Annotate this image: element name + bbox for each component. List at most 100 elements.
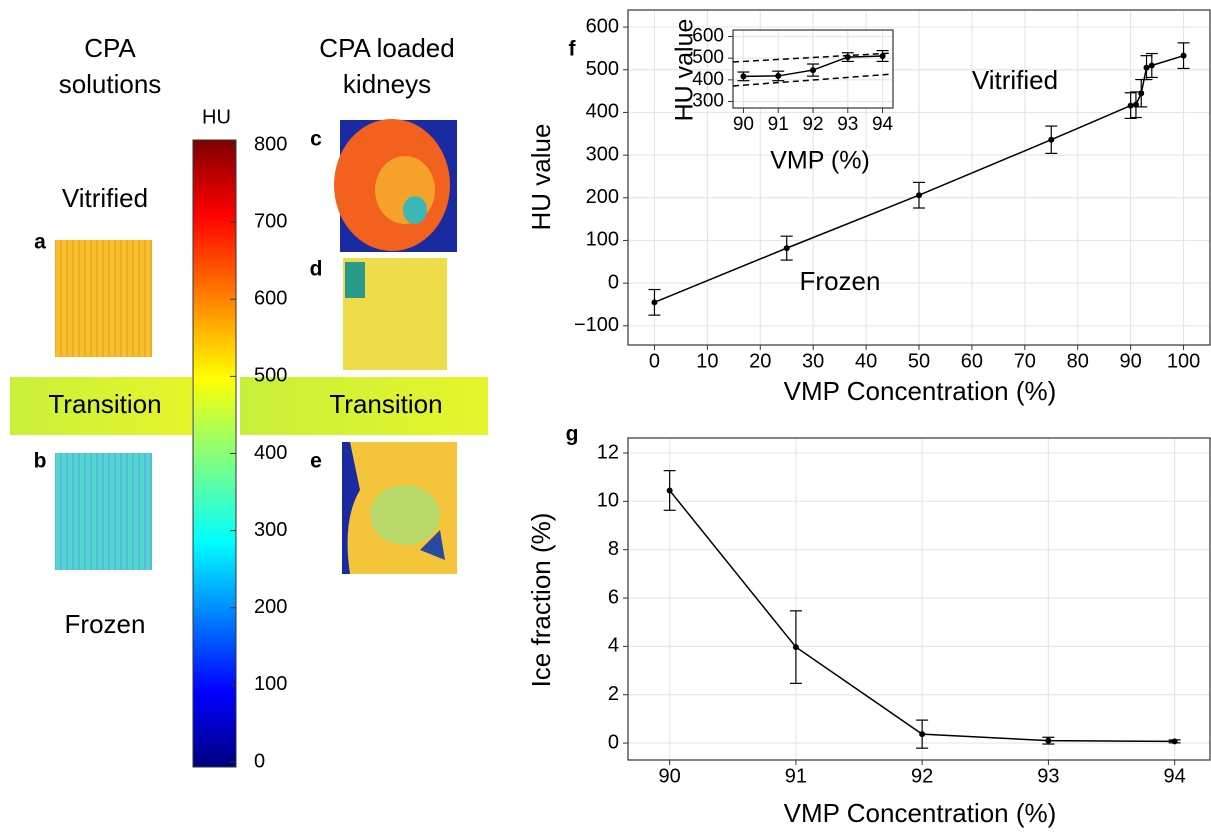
data-point <box>783 245 790 252</box>
y-tick-label: 0 <box>608 271 619 293</box>
data-point <box>740 73 747 80</box>
x-tick-label: 93 <box>1037 765 1059 787</box>
column-title: CPA loaded <box>319 33 454 63</box>
x-tick-label: 90 <box>659 765 681 787</box>
data-point <box>666 487 673 494</box>
data-point <box>1132 101 1139 108</box>
x-axis-title: VMP Concentration (%) <box>784 798 1057 828</box>
x-tick-label: 93 <box>837 114 858 135</box>
x-tick-label: 70 <box>1014 350 1036 372</box>
x-tick-label: 20 <box>749 350 771 372</box>
data-point <box>844 54 851 61</box>
colorbar-tick-label: 100 <box>254 673 287 695</box>
annotation: Vitrified <box>972 65 1058 95</box>
state-label: Frozen <box>65 609 146 639</box>
column-title: kidneys <box>343 69 431 99</box>
data-point <box>1148 62 1155 69</box>
column-title: CPA <box>84 33 136 63</box>
y-tick-label: 300 <box>692 91 724 112</box>
image-label: e <box>310 450 322 473</box>
colorbar-tick-label: 200 <box>254 596 287 618</box>
data-point <box>879 53 886 59</box>
colorbar-tick-label: 0 <box>254 750 265 772</box>
column-title: solutions <box>59 69 162 99</box>
state-label: Transition <box>48 389 161 419</box>
y-tick-label: 6 <box>608 586 619 608</box>
y-tick-label: 0 <box>608 731 619 753</box>
y-tick-label: 12 <box>597 441 619 463</box>
panel-label: g <box>566 423 579 446</box>
y-tick-label: 300 <box>586 143 619 165</box>
state-label: Transition <box>329 389 442 419</box>
data-point <box>916 192 922 199</box>
x-tick-label: 0 <box>649 350 660 372</box>
y-axis-title: HU value <box>526 124 556 231</box>
x-tick-label: 91 <box>768 114 789 135</box>
guide-line <box>732 73 894 87</box>
ct-image <box>55 240 152 357</box>
chart-panel: HU 0 100 200 300 400 500 600 700 800 <box>192 106 287 772</box>
image-label: b <box>34 450 47 473</box>
y-tick-label: 600 <box>692 26 724 47</box>
x-tick-label: 94 <box>872 114 894 135</box>
y-tick-label: −100 <box>574 314 619 336</box>
y-tick-label: 100 <box>586 229 619 251</box>
transition-band <box>10 377 192 435</box>
x-axis-title: VMP (%) <box>770 147 870 175</box>
plot-border <box>627 9 1211 346</box>
data-point <box>775 72 782 79</box>
data-point <box>1045 737 1052 744</box>
plot-border <box>627 437 1211 761</box>
colorbar-tick-label: 400 <box>254 442 287 464</box>
ct-image <box>342 442 457 574</box>
annotation: Frozen <box>800 266 881 296</box>
data-point <box>1171 738 1178 745</box>
y-tick-label: 400 <box>692 69 724 90</box>
y-axis-title: Ice fraction (%) <box>526 513 556 688</box>
x-tick-label: 10 <box>696 350 718 372</box>
x-tick-label: 94 <box>1164 765 1186 787</box>
ct-image <box>343 258 447 370</box>
x-tick-label: 60 <box>961 350 983 372</box>
data-point <box>919 731 926 738</box>
plot-border <box>732 29 894 109</box>
colorbar-tick-label: 800 <box>254 133 287 155</box>
y-tick-label: 200 <box>586 186 619 208</box>
x-tick-label: 90 <box>733 114 754 135</box>
chart-panel: 0 2 4 6 8 10 12 90 91 92 93 94 VMP Concentration (%)… <box>526 423 1211 828</box>
state-label: Vitrified <box>62 183 148 213</box>
x-tick-label: 80 <box>1067 350 1089 372</box>
y-tick-label: 2 <box>608 683 619 705</box>
colorbar-tick-label: 300 <box>254 519 287 541</box>
data-point <box>1180 52 1187 59</box>
x-tick-label: 100 <box>1167 350 1200 372</box>
y-axis-title: HU value <box>671 19 699 122</box>
y-tick-label: 10 <box>597 490 619 512</box>
data-point <box>792 644 799 651</box>
x-tick-label: 92 <box>911 765 933 787</box>
plot-background <box>628 438 1210 760</box>
data-point <box>651 299 658 306</box>
image-label: d <box>310 258 323 281</box>
x-tick-label: 30 <box>802 350 824 372</box>
data-point <box>1143 64 1150 71</box>
y-tick-label: 8 <box>608 538 619 560</box>
colorbar-tick-label: 700 <box>254 210 287 232</box>
x-axis-title: VMP Concentration (%) <box>784 376 1057 406</box>
y-tick-label: 600 <box>586 15 619 37</box>
guide-line <box>732 52 894 63</box>
transition-band <box>240 377 488 435</box>
data-point <box>1127 102 1134 109</box>
colorbar-tick-label: 600 <box>254 288 287 310</box>
data-point <box>810 67 816 74</box>
x-tick-label: 40 <box>855 350 877 372</box>
image-label: c <box>310 128 322 151</box>
ct-image <box>334 119 457 252</box>
y-tick-label: 500 <box>692 47 724 68</box>
y-tick-label: 4 <box>608 635 619 657</box>
panel-label: f <box>569 38 577 61</box>
data-point <box>1138 90 1145 97</box>
